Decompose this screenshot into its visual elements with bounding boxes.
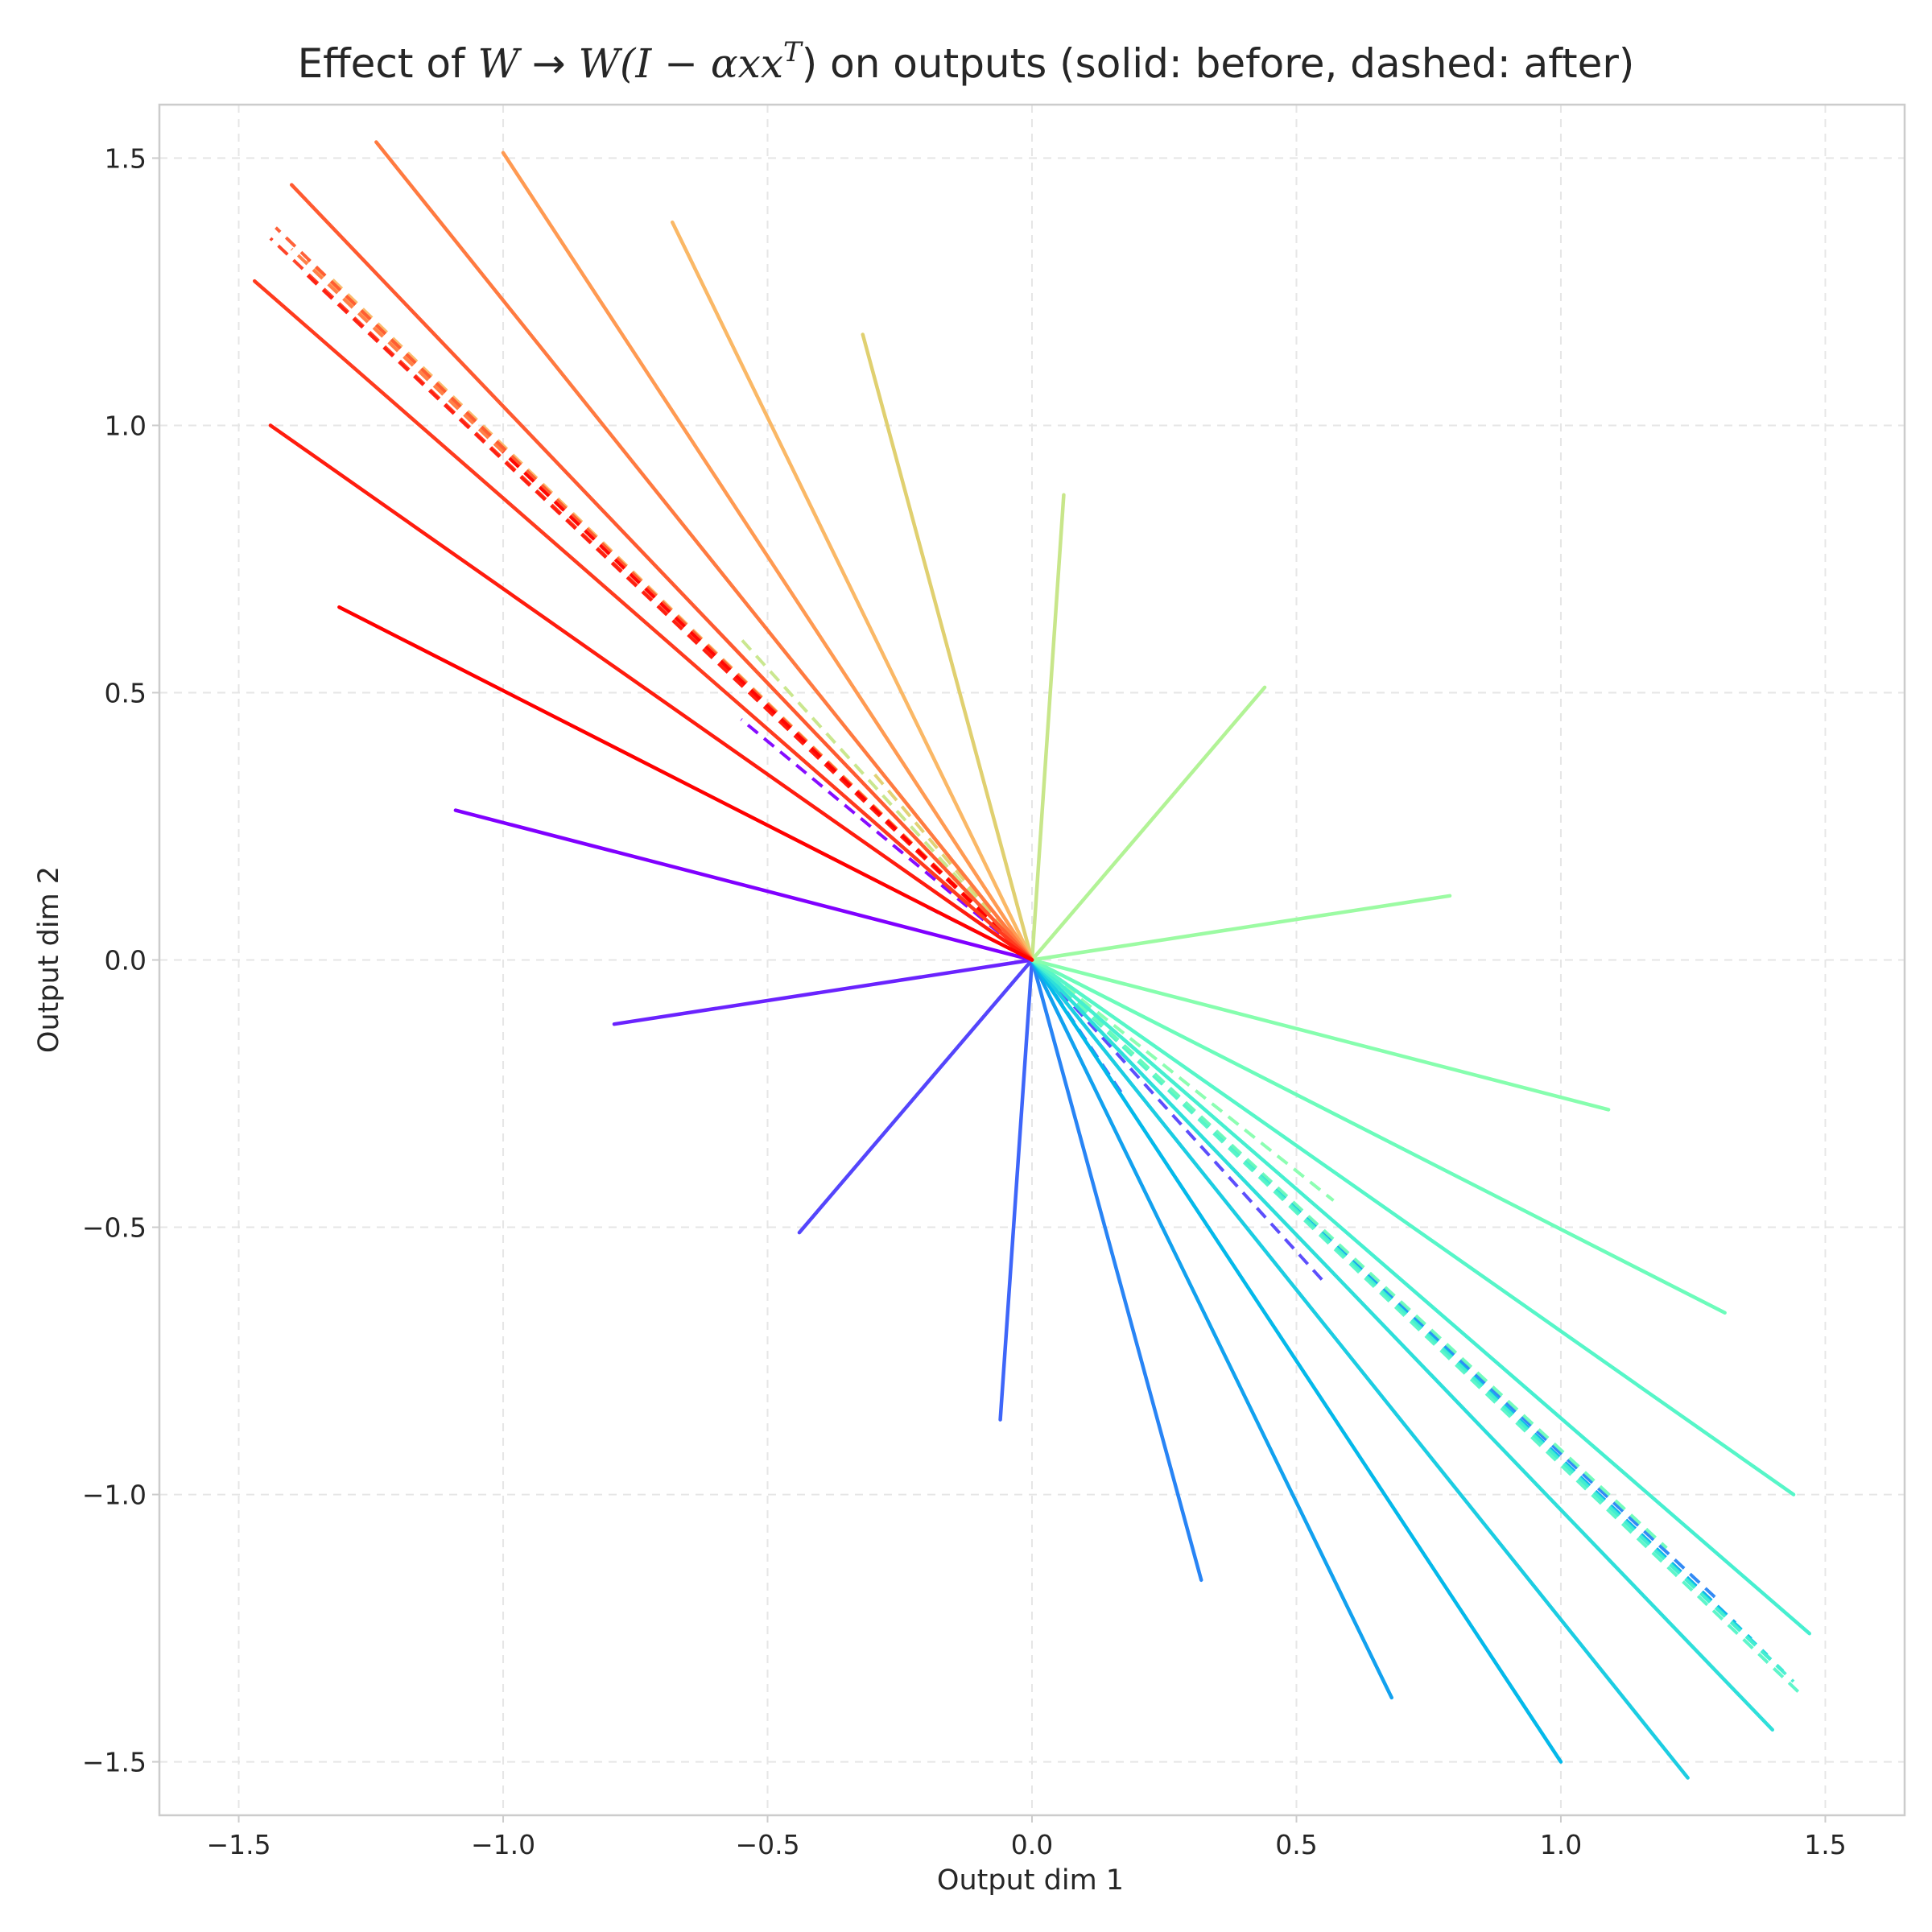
after-line-10 xyxy=(1030,959,1800,1694)
before-line-5 xyxy=(1030,958,1393,1700)
before-line-21 xyxy=(253,279,1034,962)
before-line-1 xyxy=(612,958,1034,1026)
title-math-rhs: W(I − αxx xyxy=(579,40,784,87)
before-line-6 xyxy=(1030,958,1563,1764)
x-ticks: −1.5 −1.0 −0.5 0.0 0.5 1.0 1.5 xyxy=(206,1815,1847,1860)
y-tick-label: 1.5 xyxy=(105,142,147,174)
y-tick-label: 0.5 xyxy=(105,677,147,708)
before-line-10 xyxy=(1030,958,1796,1496)
before-line-17 xyxy=(671,220,1034,962)
before-line-4 xyxy=(1030,958,1203,1583)
before-line-0 xyxy=(453,808,1034,962)
before-line-14 xyxy=(1030,685,1267,962)
x-tick-label: 0.0 xyxy=(1011,1829,1053,1860)
y-ticks: −1.5 −1.0 −0.5 0.0 0.5 1.0 1.5 xyxy=(82,142,159,1778)
before-line-19 xyxy=(374,140,1034,962)
y-tick-label: 1.0 xyxy=(105,410,147,441)
title-suffix: ) on outputs (solid: before, dashed: aft… xyxy=(802,40,1635,87)
title-superscript: T xyxy=(783,36,803,68)
after-line-11 xyxy=(1030,959,1668,1550)
x-tick-label: −1.0 xyxy=(471,1829,535,1860)
before-line-12 xyxy=(1030,958,1611,1112)
before-line-18 xyxy=(501,151,1034,962)
y-axis-label: Output dim 2 xyxy=(33,866,65,1053)
after-line-2 xyxy=(1030,959,1324,1282)
before-line-11 xyxy=(1030,958,1727,1315)
before-line-13 xyxy=(1030,894,1452,962)
after-line-13 xyxy=(740,638,1034,961)
x-tick-label: 1.0 xyxy=(1540,1829,1582,1860)
chart-title: Effect of W → W(I − αxxT) on outputs (so… xyxy=(298,36,1635,87)
before-line-22 xyxy=(268,423,1034,962)
y-tick-label: 0.0 xyxy=(105,945,147,976)
x-tick-label: 0.5 xyxy=(1275,1829,1317,1860)
y-tick-label: −1.0 xyxy=(82,1480,147,1511)
before-line-23 xyxy=(337,605,1034,962)
y-tick-label: −1.5 xyxy=(82,1747,147,1778)
before-line-2 xyxy=(797,958,1034,1235)
solid-before-lines xyxy=(253,140,1811,1780)
before-line-15 xyxy=(1030,493,1066,962)
x-tick-label: −0.5 xyxy=(735,1829,799,1860)
before-line-9 xyxy=(1030,958,1811,1636)
after-line-21 xyxy=(502,451,1034,961)
title-arrow: → xyxy=(519,40,579,87)
x-axis-label: Output dim 1 xyxy=(937,1864,1124,1897)
x-tick-label: −1.5 xyxy=(206,1829,270,1860)
before-line-20 xyxy=(289,183,1034,962)
title-prefix: Effect of xyxy=(298,40,478,87)
x-tick-label: 1.5 xyxy=(1804,1829,1846,1860)
after-line-12 xyxy=(1030,958,1335,1202)
before-line-7 xyxy=(1030,958,1690,1780)
title-math-lhs: W xyxy=(477,40,522,87)
before-line-3 xyxy=(998,958,1034,1422)
before-line-16 xyxy=(861,332,1034,962)
y-tick-label: −0.5 xyxy=(82,1212,147,1244)
before-line-8 xyxy=(1030,958,1775,1732)
